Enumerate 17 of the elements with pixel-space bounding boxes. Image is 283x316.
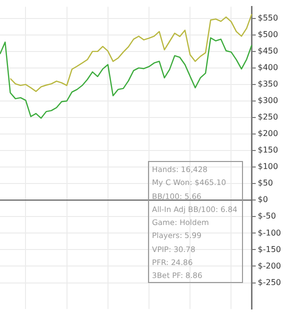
y-tick-label: $500: [258, 30, 278, 39]
y-tick-label: $250: [258, 112, 278, 122]
y-tick-label: $350: [258, 80, 278, 89]
y-tick-label: $150: [258, 146, 278, 155]
y-tick-label: $200: [258, 129, 278, 138]
y-tick-label: $-150: [258, 244, 282, 254]
y-tick-label: $-50: [258, 212, 276, 221]
y-tick-label: $300: [258, 96, 278, 106]
y-tick-label: $-200: [258, 261, 282, 270]
y-tick-label: $-250: [258, 278, 282, 287]
y-tick-label: $550: [258, 13, 278, 22]
y-tick-label: $100: [258, 162, 278, 172]
y-tick-label: $50: [258, 178, 274, 188]
y-tick-label: $-100: [258, 228, 282, 238]
y-tick-label: $450: [258, 46, 278, 56]
y-tick-label: $0: [258, 195, 268, 204]
y-tick-label: $400: [258, 63, 278, 72]
